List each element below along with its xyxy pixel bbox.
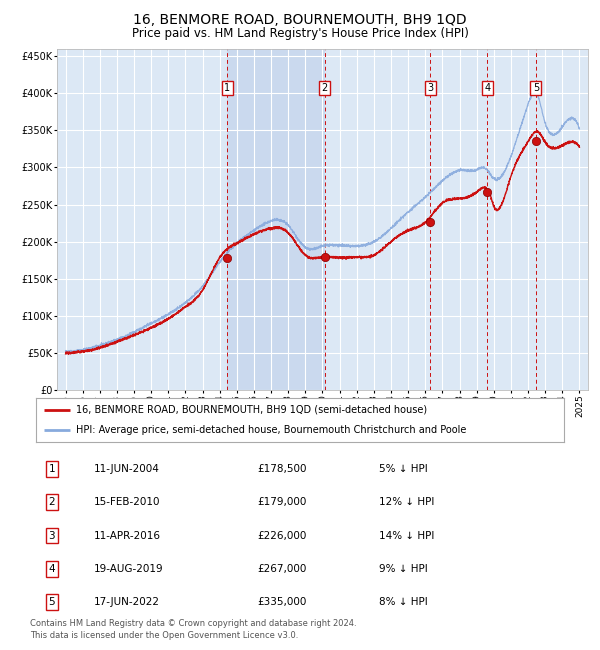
Text: 9% ↓ HPI: 9% ↓ HPI	[379, 564, 428, 574]
Text: Contains HM Land Registry data © Crown copyright and database right 2024.: Contains HM Land Registry data © Crown c…	[30, 619, 356, 628]
Text: 3: 3	[427, 83, 433, 93]
Text: 5: 5	[533, 83, 539, 93]
Text: 12% ↓ HPI: 12% ↓ HPI	[379, 497, 434, 508]
Text: 11-APR-2016: 11-APR-2016	[94, 530, 161, 541]
Text: HPI: Average price, semi-detached house, Bournemouth Christchurch and Poole: HPI: Average price, semi-detached house,…	[76, 425, 466, 435]
Text: 2: 2	[49, 497, 55, 508]
Text: 17-JUN-2022: 17-JUN-2022	[94, 597, 160, 607]
Text: 8% ↓ HPI: 8% ↓ HPI	[379, 597, 428, 607]
Text: 11-JUN-2004: 11-JUN-2004	[94, 464, 160, 474]
Text: 1: 1	[49, 464, 55, 474]
Text: 14% ↓ HPI: 14% ↓ HPI	[379, 530, 434, 541]
Text: 3: 3	[49, 530, 55, 541]
Bar	[227, 49, 325, 390]
Text: £179,000: £179,000	[258, 497, 307, 508]
Text: This data is licensed under the Open Government Licence v3.0.: This data is licensed under the Open Gov…	[30, 630, 298, 640]
Text: £335,000: £335,000	[258, 597, 307, 607]
Text: 15-FEB-2010: 15-FEB-2010	[94, 497, 161, 508]
Text: £178,500: £178,500	[258, 464, 307, 474]
Text: 16, BENMORE ROAD, BOURNEMOUTH, BH9 1QD: 16, BENMORE ROAD, BOURNEMOUTH, BH9 1QD	[133, 13, 467, 27]
Text: Price paid vs. HM Land Registry's House Price Index (HPI): Price paid vs. HM Land Registry's House …	[131, 27, 469, 40]
Text: 19-AUG-2019: 19-AUG-2019	[94, 564, 164, 574]
Text: £226,000: £226,000	[258, 530, 307, 541]
Text: 4: 4	[49, 564, 55, 574]
Text: 5% ↓ HPI: 5% ↓ HPI	[379, 464, 428, 474]
Text: 5: 5	[49, 597, 55, 607]
Text: 2: 2	[322, 83, 328, 93]
Text: 16, BENMORE ROAD, BOURNEMOUTH, BH9 1QD (semi-detached house): 16, BENMORE ROAD, BOURNEMOUTH, BH9 1QD (…	[76, 405, 427, 415]
Text: 4: 4	[484, 83, 491, 93]
Text: £267,000: £267,000	[258, 564, 307, 574]
Text: 1: 1	[224, 83, 230, 93]
